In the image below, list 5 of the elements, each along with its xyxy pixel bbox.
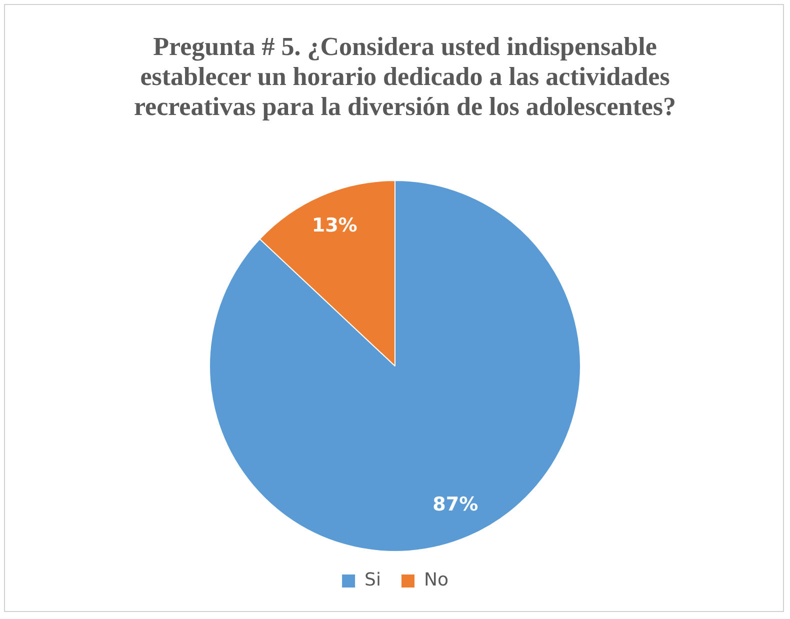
legend-label: No <box>424 570 448 591</box>
chart-title: Pregunta # 5. ¿Considera usted indispensable establecer un horario dedicado a las actividades recreativas para la diversión de los adolescentes? <box>132 32 678 122</box>
legend-label: Si <box>364 570 381 591</box>
data-label: 13% <box>312 214 358 236</box>
data-label: 87% <box>432 494 478 516</box>
